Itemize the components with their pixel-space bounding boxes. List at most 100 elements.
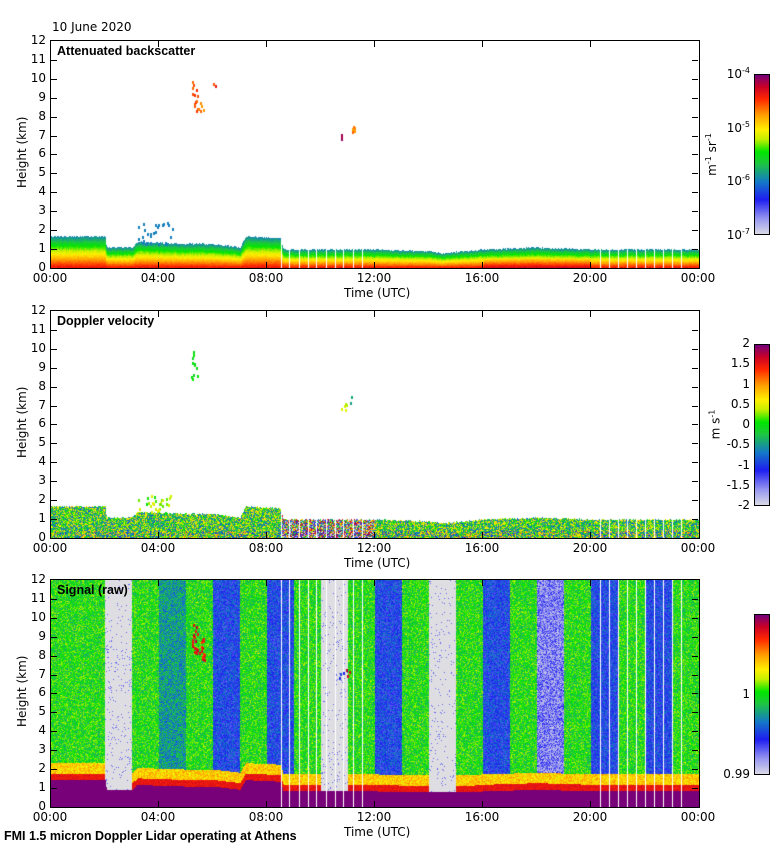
x-tick-label: 16:00: [464, 271, 500, 285]
y-tickmark: [692, 788, 698, 789]
y-tickmark: [692, 98, 698, 99]
x-tickmark: [590, 801, 591, 807]
y-tick-label: 3: [38, 203, 46, 217]
y-tick-label: 11: [30, 322, 46, 336]
heatmap-canvas-1: [51, 41, 699, 268]
x-tickmark: [590, 532, 591, 538]
y-tickmark: [51, 500, 57, 501]
y-tickmark: [692, 406, 698, 407]
y-tick-label: 10: [30, 610, 46, 624]
colorbar-2: [754, 344, 770, 506]
x-tickmark: [266, 580, 267, 586]
x-tick-label: 16:00: [464, 541, 500, 555]
x-tick-label: 08:00: [248, 810, 284, 824]
y-tickmark: [51, 424, 57, 425]
y-tickmark: [692, 368, 698, 369]
colorbar-tick-label: 0: [742, 417, 750, 431]
y-tickmark: [692, 349, 698, 350]
y-tickmark: [51, 230, 57, 231]
y-tick-label: 1: [38, 241, 46, 255]
y-tickmark: [692, 136, 698, 137]
y-tickmark: [692, 117, 698, 118]
plot-panel-3: Signal (raw): [50, 579, 700, 808]
panel-title: Attenuated backscatter: [57, 44, 196, 58]
x-tick-label: 12:00: [356, 271, 392, 285]
y-tickmark: [692, 154, 698, 155]
y-tick-label: 12: [30, 303, 46, 317]
y-tickmark: [692, 731, 698, 732]
y-tick-label: 6: [38, 146, 46, 160]
y-axis-label: Height (km): [15, 655, 29, 727]
colorbar-tick-label: 2: [742, 336, 750, 350]
x-tick-label: 00:00: [680, 810, 716, 824]
x-tickmark: [482, 41, 483, 47]
y-tickmark: [692, 500, 698, 501]
y-tick-label: 9: [38, 360, 46, 374]
x-tickmark: [482, 801, 483, 807]
x-tick-label: 00:00: [32, 541, 68, 555]
panel-title: Doppler velocity: [57, 314, 155, 328]
y-tickmark: [692, 481, 698, 482]
footer-title: FMI 1.5 micron Doppler Lidar operating a…: [4, 829, 297, 843]
y-tickmark: [692, 462, 698, 463]
colorbar-tick-label: 10-5: [726, 119, 750, 135]
x-tickmark: [590, 41, 591, 47]
x-axis-label: Time (UTC): [344, 556, 411, 570]
x-tickmark: [158, 801, 159, 807]
y-tick-label: 5: [38, 704, 46, 718]
plot-panel-2: Doppler velocity: [50, 310, 700, 539]
colorbar-unit-label: m-1 sr-1: [703, 132, 719, 176]
y-tick-label: 6: [38, 685, 46, 699]
y-tickmark: [51, 249, 57, 250]
y-tickmark: [51, 675, 57, 676]
x-tick-label: 16:00: [464, 810, 500, 824]
y-tickmark: [51, 712, 57, 713]
y-tickmark: [51, 731, 57, 732]
colorbar-tick-label: -1: [738, 457, 750, 472]
x-tickmark: [374, 262, 375, 268]
y-tick-label: 8: [38, 379, 46, 393]
y-tickmark: [51, 211, 57, 212]
y-tick-label: 4: [38, 723, 46, 737]
y-tickmark: [51, 618, 57, 619]
x-tick-label: 04:00: [140, 810, 176, 824]
y-tick-label: 7: [38, 398, 46, 412]
y-tick-label: 11: [30, 591, 46, 605]
y-tickmark: [51, 693, 57, 694]
x-tick-label: 00:00: [32, 271, 68, 285]
y-tickmark: [51, 136, 57, 137]
y-tick-label: 10: [30, 341, 46, 355]
x-tickmark: [158, 580, 159, 586]
y-tick-label: 2: [38, 761, 46, 775]
y-tickmark: [51, 637, 57, 638]
colorbar-1: [754, 74, 770, 235]
x-tickmark: [590, 262, 591, 268]
y-tickmark: [51, 769, 57, 770]
y-tick-label: 0: [38, 260, 46, 274]
y-tick-label: 7: [38, 128, 46, 142]
x-tickmark: [158, 532, 159, 538]
colorbar-tick-label: 1.5: [730, 356, 750, 371]
y-tickmark: [692, 79, 698, 80]
x-tickmark: [158, 262, 159, 268]
y-tickmark: [692, 330, 698, 331]
x-tick-label: 20:00: [572, 271, 608, 285]
x-tickmark: [266, 532, 267, 538]
x-tickmark: [374, 311, 375, 317]
x-tickmark: [374, 41, 375, 47]
y-tickmark: [692, 750, 698, 751]
y-tickmark: [51, 79, 57, 80]
y-tickmark: [51, 656, 57, 657]
y-tickmark: [692, 424, 698, 425]
y-tick-label: 0: [38, 799, 46, 813]
colorbar-tick-label: 1: [742, 686, 750, 701]
y-tick-label: 4: [38, 184, 46, 198]
y-tick-label: 4: [38, 454, 46, 468]
x-tickmark: [266, 262, 267, 268]
x-tick-label: 08:00: [248, 541, 284, 555]
heatmap-canvas-2: [51, 311, 699, 538]
y-tickmark: [692, 637, 698, 638]
x-tick-label: 00:00: [32, 810, 68, 824]
y-tickmark: [692, 693, 698, 694]
y-tickmark: [692, 230, 698, 231]
